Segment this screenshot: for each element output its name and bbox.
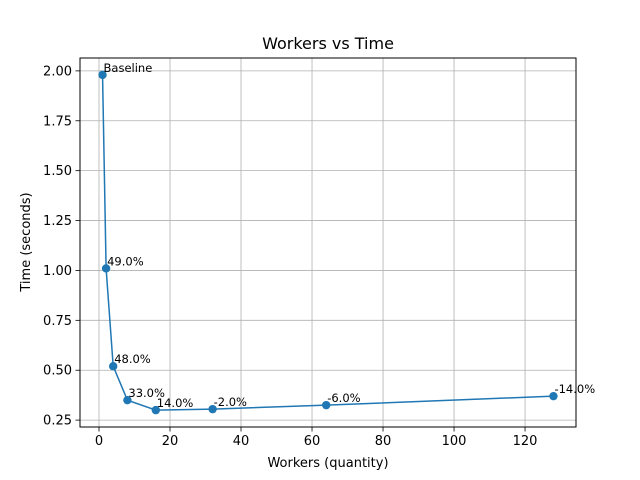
data-point bbox=[123, 395, 132, 405]
grid bbox=[80, 58, 576, 427]
series-layer bbox=[98, 70, 558, 415]
x-tick-label: 80 bbox=[375, 434, 392, 449]
data-point bbox=[101, 264, 111, 273]
y-tick-label: 1.25 bbox=[43, 214, 72, 229]
x-tick-label: 0 bbox=[95, 434, 103, 449]
data-label: 48.0% bbox=[114, 352, 151, 366]
data-label: -6.0% bbox=[327, 391, 360, 405]
data-label: -14.0% bbox=[554, 382, 595, 396]
annotations: Baseline 49.0% 48.0% 33.0%14.0% -2.0% -6.0% -1… bbox=[104, 61, 596, 410]
series-line bbox=[101, 74, 554, 411]
y-tick-label: 2.00 bbox=[43, 64, 72, 79]
x-tick-label: 60 bbox=[304, 434, 321, 449]
data-point bbox=[98, 70, 107, 80]
y-tick-label: 0.75 bbox=[43, 314, 72, 329]
y-tick-label: 0.25 bbox=[43, 414, 72, 429]
x-tick-label: 40 bbox=[233, 434, 250, 449]
x-tick-label: 120 bbox=[513, 434, 538, 449]
data-point bbox=[151, 405, 161, 415]
data-label: -2.0% bbox=[214, 395, 247, 409]
x-tick-label: 100 bbox=[442, 434, 467, 449]
data-label: Baseline bbox=[104, 61, 153, 75]
data-point bbox=[322, 400, 331, 410]
data-label: 33.0% bbox=[128, 386, 165, 400]
y-tick-label: 0.50 bbox=[43, 364, 72, 379]
y-tick-label: 1.75 bbox=[43, 114, 72, 129]
x-tick-label: 20 bbox=[162, 434, 179, 449]
y-tick-label: 1.50 bbox=[43, 164, 72, 179]
data-point bbox=[108, 362, 118, 371]
plot-frame bbox=[79, 57, 577, 428]
data-label: 49.0% bbox=[107, 254, 144, 268]
data-label: 14.0% bbox=[157, 396, 194, 410]
x-axis-label: Workers (quantity) bbox=[267, 456, 388, 471]
data-point bbox=[208, 404, 217, 414]
chart-title: Workers vs Time bbox=[262, 34, 394, 53]
ticks: 0 20 40 60 80 100 120 0.25 0.50 0.75 1.00 1.25 1.50 1… bbox=[43, 64, 537, 449]
data-point bbox=[549, 391, 558, 401]
y-axis-label: Time (seconds) bbox=[19, 192, 34, 292]
y-tick-label: 1.00 bbox=[43, 264, 72, 279]
